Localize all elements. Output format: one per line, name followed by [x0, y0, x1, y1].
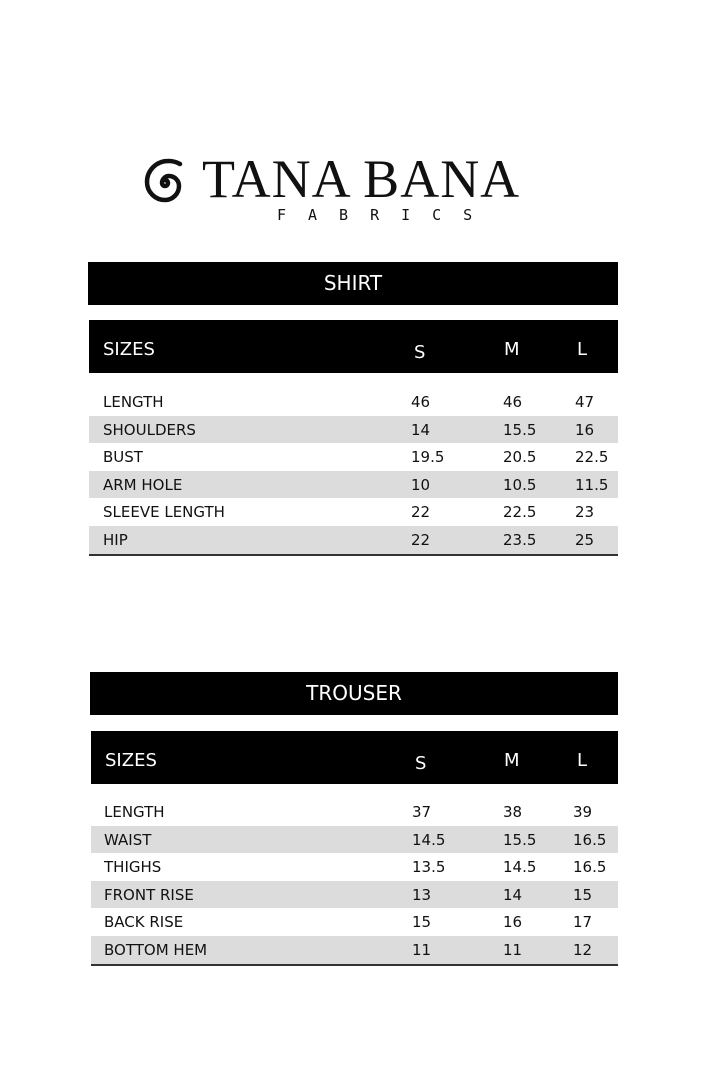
measurement-label: LENGTH — [103, 393, 164, 411]
table-row: BACK RISE 15 16 17 — [91, 908, 618, 936]
size-value-s: 46 — [411, 393, 431, 411]
shirt-title-bar: SHIRT — [88, 262, 618, 305]
measurement-label: BOTTOM HEM — [104, 940, 208, 959]
size-value-s: 22 — [411, 503, 431, 522]
size-value-s: 14 — [411, 420, 431, 439]
size-value-s: 10 — [411, 475, 431, 494]
table-row: BOTTOM HEM 11 11 12 — [91, 935, 618, 964]
size-value-m: 15.5 — [503, 420, 537, 439]
trouser-header-row: SIZES S M L — [91, 731, 618, 784]
size-value-l: 47 — [575, 393, 595, 411]
shirt-header-row: SIZES S M L — [89, 320, 618, 373]
size-value-l: 16.5 — [573, 858, 607, 877]
size-value-m: 46 — [503, 393, 523, 411]
measurement-label: ARM HOLE — [103, 475, 183, 494]
size-value-s: 19.5 — [411, 448, 445, 467]
size-value-s: 14.5 — [412, 830, 446, 849]
brand-name: TANA BANA — [202, 149, 521, 209]
header-m: M — [504, 339, 520, 360]
size-value-m: 22.5 — [503, 503, 537, 522]
table-row: LENGTH 46 46 47 — [89, 388, 618, 416]
measurement-label: SHOULDERS — [103, 420, 196, 439]
table-row: BUST 19.5 20.5 22.5 — [89, 443, 618, 471]
table-row: THIGHS 13.5 14.5 16.5 — [91, 853, 618, 881]
measurement-label: SLEEVE LENGTH — [103, 503, 225, 522]
trouser-table-body: LENGTH 37 38 39 WAIST 14.5 15.5 16.5 THIGHS 13.5 1… — [91, 798, 618, 966]
table-row: WAIST 14.5 15.5 16.5 — [91, 825, 618, 854]
trouser-title-bar: TROUSER — [90, 672, 618, 715]
size-value-s: 13.5 — [412, 858, 446, 877]
header-l: L — [577, 750, 588, 771]
size-value-l: 12 — [573, 940, 593, 959]
size-value-m: 14.5 — [503, 858, 537, 877]
table-row: ARM HOLE 10 10.5 11.5 — [89, 470, 618, 499]
size-value-s: 11 — [412, 940, 432, 959]
size-value-l: 25 — [575, 530, 595, 549]
size-value-m: 14 — [503, 885, 523, 904]
size-value-m: 23.5 — [503, 530, 537, 549]
size-value-s: 37 — [412, 803, 432, 821]
spiral-icon — [144, 158, 183, 203]
table-row: FRONT RISE 13 14 15 — [91, 880, 618, 909]
header-sizes: SIZES — [105, 750, 157, 771]
size-value-m: 38 — [503, 803, 523, 821]
table-row: SHOULDERS 14 15.5 16 — [89, 415, 618, 444]
size-value-m: 11 — [503, 940, 523, 959]
measurement-label: THIGHS — [104, 858, 162, 877]
size-value-m: 15.5 — [503, 830, 537, 849]
table-row: LENGTH 37 38 39 — [91, 798, 618, 826]
size-value-l: 22.5 — [575, 448, 609, 467]
trouser-title: TROUSER — [306, 681, 402, 705]
measurement-label: LENGTH — [104, 803, 165, 821]
measurement-label: HIP — [103, 530, 128, 549]
size-value-l: 16.5 — [573, 830, 607, 849]
measurement-label: BACK RISE — [104, 913, 184, 932]
table-bottom-rule — [91, 963, 618, 966]
size-value-s: 13 — [412, 885, 432, 904]
size-value-l: 17 — [573, 913, 593, 932]
size-value-l: 11.5 — [575, 475, 609, 494]
header-l: L — [577, 339, 588, 360]
size-value-m: 20.5 — [503, 448, 537, 467]
header-s: S — [415, 753, 427, 774]
measurement-label: BUST — [103, 448, 143, 467]
size-value-l: 23 — [575, 503, 595, 522]
size-value-l: 15 — [573, 885, 593, 904]
brand-logo: TANA BANA FABRICS — [138, 152, 548, 232]
header-s: S — [414, 342, 426, 363]
header-m: M — [504, 750, 520, 771]
measurement-label: WAIST — [104, 830, 152, 849]
measurement-label: FRONT RISE — [104, 885, 194, 904]
table-bottom-rule — [89, 553, 618, 556]
header-sizes: SIZES — [103, 339, 155, 360]
table-row: SLEEVE LENGTH 22 22.5 23 — [89, 498, 618, 526]
size-value-s: 15 — [412, 913, 432, 932]
size-value-l: 16 — [575, 420, 595, 439]
brand-subtitle: FABRICS — [277, 206, 495, 224]
shirt-title: SHIRT — [323, 271, 383, 295]
size-value-s: 22 — [411, 530, 431, 549]
size-value-m: 10.5 — [503, 475, 537, 494]
table-row: HIP 22 23.5 25 — [89, 525, 618, 554]
shirt-table-body: LENGTH 46 46 47 SHOULDERS 14 15.5 16 BUST 19.5 20.… — [89, 388, 618, 556]
size-value-l: 39 — [573, 803, 593, 821]
size-value-m: 16 — [503, 913, 523, 932]
